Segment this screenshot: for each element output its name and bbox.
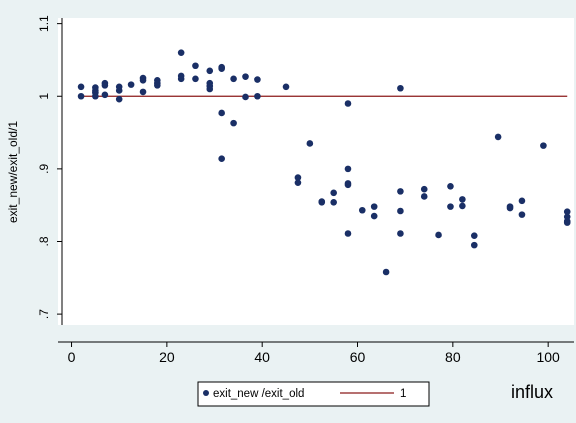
data-point	[206, 67, 214, 75]
data-point	[254, 76, 261, 83]
data-point	[506, 204, 514, 212]
data-point	[370, 212, 378, 220]
legend-marker-series-1	[203, 390, 209, 396]
data-point	[127, 81, 135, 88]
data-point	[563, 208, 571, 216]
data-point	[101, 82, 109, 89]
data-point	[177, 49, 185, 56]
data-point	[294, 174, 302, 181]
x-tick-label: 100	[536, 349, 560, 365]
data-point	[192, 62, 199, 70]
data-point	[344, 230, 352, 237]
data-point	[254, 92, 261, 100]
data-point	[242, 73, 249, 80]
x-tick-label: 40	[254, 349, 270, 365]
x-tick-label: 0	[68, 349, 76, 365]
x-axis: 0 20 40 60 80 100	[58, 341, 574, 365]
data-point	[358, 206, 366, 214]
data-point	[230, 119, 237, 127]
points-layer	[77, 49, 571, 276]
data-point	[218, 109, 225, 117]
data-point	[494, 133, 502, 141]
data-point	[459, 202, 466, 210]
x-tick-label: 80	[445, 349, 461, 365]
data-point	[382, 268, 390, 276]
data-point	[282, 83, 290, 91]
data-point	[518, 211, 526, 218]
x-tick-label: 60	[350, 349, 366, 365]
data-point	[177, 75, 185, 83]
data-point	[563, 219, 571, 226]
y-tick-label: .8	[37, 236, 51, 246]
data-point	[370, 203, 378, 210]
data-point	[115, 95, 123, 103]
data-point	[218, 65, 225, 72]
y-tick-label: .7	[37, 309, 51, 319]
data-point	[92, 92, 99, 100]
x-axis-label: influx	[511, 382, 553, 402]
data-point	[77, 83, 85, 91]
data-point	[470, 232, 478, 239]
y-tick-label: .9	[37, 164, 51, 174]
data-point	[306, 140, 314, 147]
y-axis: .7 .8 .9 1 1.1	[37, 15, 63, 325]
data-point	[447, 182, 454, 190]
x-tick-label: 20	[159, 349, 175, 365]
data-point	[540, 142, 547, 149]
legend-box	[197, 381, 430, 407]
y-tick-label: 1	[37, 93, 51, 100]
y-axis-label: exit_new/exit_old/1	[6, 121, 20, 223]
data-point	[344, 165, 352, 173]
data-point	[206, 85, 214, 93]
plot-area	[58, 18, 574, 325]
data-point	[115, 87, 123, 94]
data-point	[77, 92, 85, 100]
data-point	[397, 188, 404, 195]
data-point	[139, 76, 147, 84]
y-tick-label: 1.1	[37, 15, 51, 32]
data-point	[218, 155, 225, 163]
data-point	[330, 198, 337, 206]
data-point	[344, 100, 352, 107]
data-point	[192, 75, 199, 83]
data-point	[420, 185, 428, 193]
legend-label-series-1: exit_new /exit_old	[213, 388, 304, 400]
data-point	[344, 181, 352, 189]
data-point	[447, 203, 454, 210]
data-point	[294, 179, 302, 186]
data-point	[242, 93, 249, 101]
data-point	[397, 84, 404, 92]
data-point	[318, 198, 326, 206]
data-point	[518, 197, 526, 205]
data-point	[397, 207, 404, 215]
data-point	[435, 231, 442, 239]
data-point	[330, 189, 337, 197]
legend: exit_new /exit_old 1	[197, 381, 430, 407]
data-point	[397, 230, 404, 237]
data-point	[230, 75, 237, 83]
data-point	[139, 88, 147, 96]
data-point	[470, 241, 478, 249]
data-point	[101, 91, 109, 99]
data-point	[459, 196, 466, 203]
data-point	[154, 82, 161, 89]
legend-label-series-2: 1	[400, 388, 406, 400]
data-point	[420, 193, 428, 200]
